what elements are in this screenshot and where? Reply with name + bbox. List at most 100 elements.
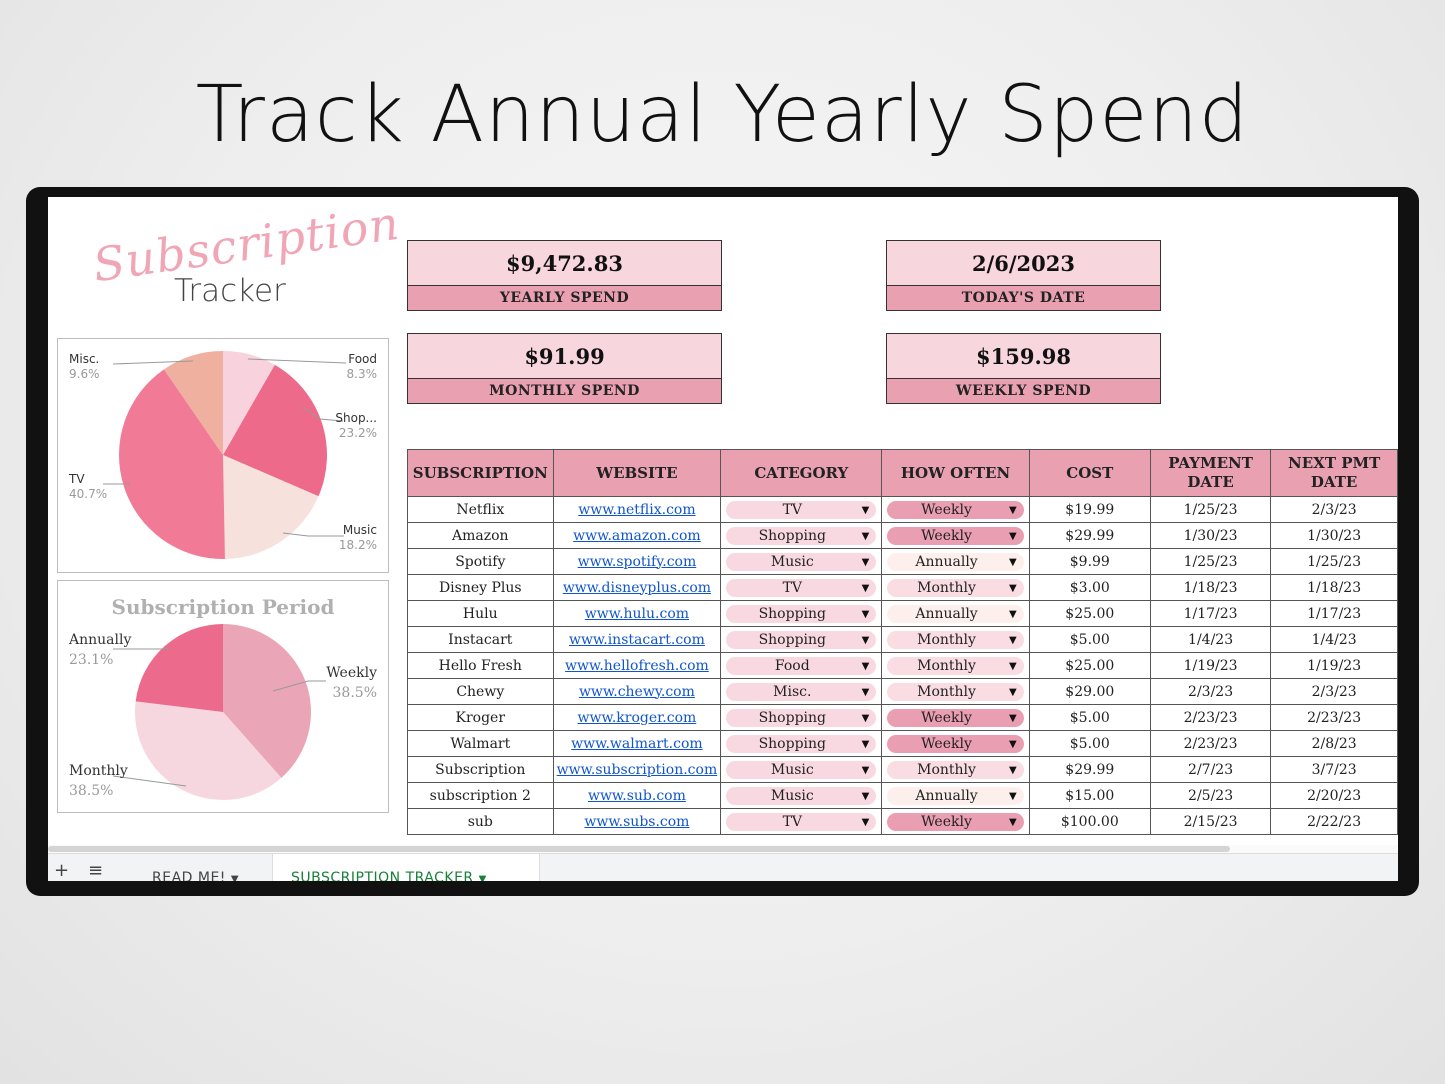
category-dropdown[interactable]: Shopping ▼ xyxy=(726,734,877,753)
category-dropdown[interactable]: Shopping ▼ xyxy=(726,526,877,545)
header-payment-date[interactable]: PAYMENT DATE xyxy=(1149,449,1272,497)
pie-slice-annually[interactable] xyxy=(135,624,223,712)
how-often-dropdown[interactable]: Weekly ▼ xyxy=(887,734,1024,753)
cell-website[interactable]: www.spotify.com xyxy=(552,548,722,575)
cell-next-pmt-date[interactable]: 1/17/23 xyxy=(1270,600,1398,627)
cell-subscription[interactable]: Hulu xyxy=(407,600,554,627)
category-dropdown[interactable]: Music ▼ xyxy=(726,552,877,571)
dropdown-arrow-icon[interactable]: ▼ xyxy=(861,634,870,646)
pie-slice-weekly[interactable] xyxy=(223,624,311,778)
header-how-often[interactable]: HOW OFTEN xyxy=(881,449,1030,497)
cell-how-often[interactable]: Annually ▼ xyxy=(881,548,1030,575)
how-often-dropdown[interactable]: Monthly ▼ xyxy=(887,630,1024,649)
website-link[interactable]: www.chewy.com xyxy=(578,683,695,700)
how-often-dropdown[interactable]: Monthly ▼ xyxy=(887,760,1024,779)
category-dropdown[interactable]: TV ▼ xyxy=(726,812,877,831)
dropdown-arrow-icon[interactable]: ▼ xyxy=(1009,738,1017,750)
cell-cost[interactable]: $29.99 xyxy=(1028,756,1151,783)
period-pie-chart[interactable]: Subscription Period Annually 23.1% Weekl… xyxy=(57,580,389,813)
cell-payment-date[interactable]: 2/5/23 xyxy=(1149,782,1272,809)
cell-website[interactable]: www.instacart.com xyxy=(552,626,722,653)
how-often-dropdown[interactable]: Weekly ▼ xyxy=(887,500,1024,519)
dropdown-arrow-icon[interactable]: ▼ xyxy=(1009,764,1017,776)
cell-subscription[interactable]: Netflix xyxy=(407,496,554,523)
cell-cost[interactable]: $100.00 xyxy=(1028,808,1151,835)
cell-how-often[interactable]: Annually ▼ xyxy=(881,600,1030,627)
website-link[interactable]: www.walmart.com xyxy=(571,735,703,752)
header-next-pmt-date[interactable]: NEXT PMT DATE xyxy=(1270,449,1398,497)
how-often-dropdown[interactable]: Weekly ▼ xyxy=(887,812,1024,831)
header-subscription[interactable]: SUBSCRIPTION xyxy=(407,449,554,497)
how-often-dropdown[interactable]: Monthly ▼ xyxy=(887,578,1024,597)
cell-next-pmt-date[interactable]: 2/3/23 xyxy=(1270,496,1398,523)
category-dropdown[interactable]: Music ▼ xyxy=(726,786,877,805)
how-often-dropdown[interactable]: Monthly ▼ xyxy=(887,656,1024,675)
dropdown-arrow-icon[interactable]: ▼ xyxy=(1009,634,1017,646)
dropdown-arrow-icon[interactable]: ▼ xyxy=(1009,686,1017,698)
cell-payment-date[interactable]: 2/23/23 xyxy=(1149,730,1272,757)
cell-how-often[interactable]: Weekly ▼ xyxy=(881,730,1030,757)
dropdown-arrow-icon[interactable]: ▼ xyxy=(1009,504,1017,516)
cell-cost[interactable]: $29.99 xyxy=(1028,522,1151,549)
cell-website[interactable]: www.sub.com xyxy=(552,782,722,809)
website-link[interactable]: www.disneyplus.com xyxy=(562,579,712,596)
cell-how-often[interactable]: Annually ▼ xyxy=(881,782,1030,809)
dropdown-arrow-icon[interactable]: ▼ xyxy=(1009,608,1017,620)
cell-subscription[interactable]: Hello Fresh xyxy=(407,652,554,679)
menu-icon[interactable]: ≡ xyxy=(88,860,104,881)
cell-next-pmt-date[interactable]: 1/25/23 xyxy=(1270,548,1398,575)
cell-subscription[interactable]: Kroger xyxy=(407,704,554,731)
dropdown-arrow-icon[interactable]: ▼ xyxy=(861,764,870,776)
pie-slice-music[interactable] xyxy=(223,455,319,559)
cell-cost[interactable]: $29.00 xyxy=(1028,678,1151,705)
website-link[interactable]: www.kroger.com xyxy=(577,709,697,726)
cell-category[interactable]: Music ▼ xyxy=(720,756,883,783)
cell-cost[interactable]: $5.00 xyxy=(1028,626,1151,653)
pie-slice-monthly[interactable] xyxy=(135,701,282,800)
cell-website[interactable]: www.hellofresh.com xyxy=(552,652,722,679)
cell-payment-date[interactable]: 2/3/23 xyxy=(1149,678,1272,705)
dropdown-arrow-icon[interactable]: ▼ xyxy=(1009,816,1017,828)
cell-subscription[interactable]: sub xyxy=(407,808,554,835)
cell-category[interactable]: Shopping ▼ xyxy=(720,704,883,731)
category-dropdown[interactable]: Food ▼ xyxy=(726,656,877,675)
dropdown-arrow-icon[interactable]: ▼ xyxy=(861,556,870,568)
cell-website[interactable]: www.subscription.com xyxy=(552,756,722,783)
category-dropdown[interactable]: Shopping ▼ xyxy=(726,630,877,649)
tab-read-me[interactable]: READ ME! ▼ xyxy=(138,854,268,881)
cell-next-pmt-date[interactable]: 2/23/23 xyxy=(1270,704,1398,731)
cell-next-pmt-date[interactable]: 2/20/23 xyxy=(1270,782,1398,809)
cell-next-pmt-date[interactable]: 3/7/23 xyxy=(1270,756,1398,783)
dropdown-arrow-icon[interactable]: ▼ xyxy=(861,582,870,594)
pie-slice-tv[interactable] xyxy=(119,369,225,559)
pie-slice-food[interactable] xyxy=(223,351,275,455)
cell-category[interactable]: Shopping ▼ xyxy=(720,522,883,549)
category-pie-chart[interactable]: Misc. 9.6% Food 8.3% Shop... 23.2% TV 40… xyxy=(57,338,389,573)
how-often-dropdown[interactable]: Weekly ▼ xyxy=(887,526,1024,545)
cell-category[interactable]: Misc. ▼ xyxy=(720,678,883,705)
website-link[interactable]: www.subs.com xyxy=(584,813,690,830)
dropdown-arrow-icon[interactable]: ▼ xyxy=(1009,790,1017,802)
cell-website[interactable]: www.amazon.com xyxy=(552,522,722,549)
cell-category[interactable]: Music ▼ xyxy=(720,548,883,575)
how-often-dropdown[interactable]: Annually ▼ xyxy=(887,552,1024,571)
cell-how-often[interactable]: Monthly ▼ xyxy=(881,756,1030,783)
header-cost[interactable]: COST xyxy=(1028,449,1151,497)
cell-category[interactable]: Shopping ▼ xyxy=(720,730,883,757)
cell-cost[interactable]: $19.99 xyxy=(1028,496,1151,523)
pie-slice-shop[interactable] xyxy=(223,364,327,497)
cell-next-pmt-date[interactable]: 1/18/23 xyxy=(1270,574,1398,601)
cell-how-often[interactable]: Monthly ▼ xyxy=(881,626,1030,653)
cell-cost[interactable]: $5.00 xyxy=(1028,704,1151,731)
cell-next-pmt-date[interactable]: 1/4/23 xyxy=(1270,626,1398,653)
cell-payment-date[interactable]: 2/15/23 xyxy=(1149,808,1272,835)
cell-cost[interactable]: $25.00 xyxy=(1028,652,1151,679)
cell-how-often[interactable]: Weekly ▼ xyxy=(881,496,1030,523)
cell-category[interactable]: TV ▼ xyxy=(720,808,883,835)
cell-payment-date[interactable]: 2/7/23 xyxy=(1149,756,1272,783)
category-dropdown[interactable]: Music ▼ xyxy=(726,760,877,779)
how-often-dropdown[interactable]: Annually ▼ xyxy=(887,604,1024,623)
cell-payment-date[interactable]: 1/30/23 xyxy=(1149,522,1272,549)
cell-cost[interactable]: $3.00 xyxy=(1028,574,1151,601)
cell-payment-date[interactable]: 1/4/23 xyxy=(1149,626,1272,653)
